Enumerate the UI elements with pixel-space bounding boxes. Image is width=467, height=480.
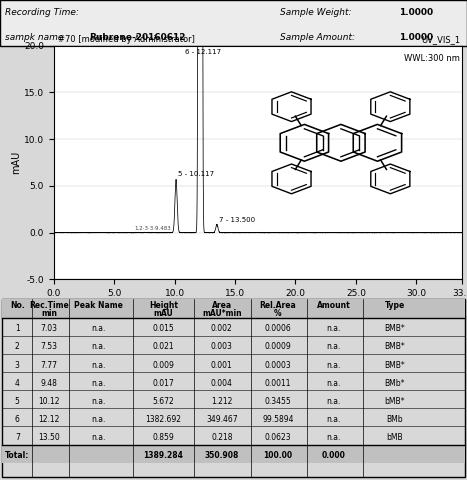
Text: 1382.692: 1382.692 xyxy=(145,415,182,424)
Text: 1389.284: 1389.284 xyxy=(143,451,184,460)
Text: 1.2·3·3·9.483: 1.2·3·3·9.483 xyxy=(134,227,171,231)
Text: 13.50: 13.50 xyxy=(38,433,60,442)
Text: Height: Height xyxy=(149,301,178,310)
Text: %: % xyxy=(274,309,282,318)
Text: 0.218: 0.218 xyxy=(211,433,233,442)
Text: mAU: mAU xyxy=(154,309,173,318)
Text: 7.77: 7.77 xyxy=(41,360,57,370)
Bar xyxy=(2,300,465,318)
Text: Area: Area xyxy=(212,301,232,310)
Text: n.a.: n.a. xyxy=(91,342,105,351)
Text: 0.017: 0.017 xyxy=(153,379,174,388)
Text: 7.53: 7.53 xyxy=(41,342,57,351)
Text: n.a.: n.a. xyxy=(91,433,105,442)
Text: n.a.: n.a. xyxy=(91,397,105,406)
Bar xyxy=(2,444,465,463)
Text: n.a.: n.a. xyxy=(91,379,105,388)
Text: BMB*: BMB* xyxy=(384,342,405,351)
Text: n.a.: n.a. xyxy=(327,415,341,424)
Text: Total:: Total: xyxy=(5,451,29,460)
Text: 1.0000: 1.0000 xyxy=(399,33,433,42)
Text: n.a.: n.a. xyxy=(327,360,341,370)
Text: 4: 4 xyxy=(15,379,20,388)
Text: Rubrene-20160612: Rubrene-20160612 xyxy=(89,33,185,42)
Text: WWL:300 nm: WWL:300 nm xyxy=(404,54,460,63)
Text: 350.908: 350.908 xyxy=(205,451,239,460)
Text: BMb*: BMb* xyxy=(384,379,405,388)
Text: 0.001: 0.001 xyxy=(211,360,233,370)
Text: 10.12: 10.12 xyxy=(38,397,60,406)
Text: mAU*min: mAU*min xyxy=(202,309,241,318)
Text: Rel.Area: Rel.Area xyxy=(260,301,296,310)
Text: 1.0000: 1.0000 xyxy=(399,8,433,17)
Text: 7 - 13.500: 7 - 13.500 xyxy=(219,217,255,223)
Text: 2: 2 xyxy=(15,342,20,351)
Text: 5: 5 xyxy=(15,397,20,406)
Text: Sample Amount:: Sample Amount: xyxy=(280,33,355,42)
Text: 0.021: 0.021 xyxy=(153,342,174,351)
Text: n.a.: n.a. xyxy=(327,433,341,442)
Text: #70 [modified by Administrator]: #70 [modified by Administrator] xyxy=(58,36,195,45)
Text: 0.0623: 0.0623 xyxy=(264,433,291,442)
Text: 6 - 12.117: 6 - 12.117 xyxy=(185,49,222,55)
Text: 7.03: 7.03 xyxy=(41,324,57,333)
Text: 5.672: 5.672 xyxy=(153,397,174,406)
Text: 9.48: 9.48 xyxy=(41,379,57,388)
Text: 12.12: 12.12 xyxy=(38,415,60,424)
Text: 0.004: 0.004 xyxy=(211,379,233,388)
Text: Recording Time:: Recording Time: xyxy=(5,8,78,17)
Text: 349.467: 349.467 xyxy=(206,415,238,424)
Text: Peak Name: Peak Name xyxy=(74,301,122,310)
Text: 0.0006: 0.0006 xyxy=(264,324,291,333)
Text: n.a.: n.a. xyxy=(327,397,341,406)
Text: 0.3455: 0.3455 xyxy=(264,397,291,406)
Text: 5 - 10.117: 5 - 10.117 xyxy=(177,170,214,177)
Text: sampk name: sampk name xyxy=(5,33,63,42)
Text: 0.0003: 0.0003 xyxy=(264,360,291,370)
Text: 0.0009: 0.0009 xyxy=(264,342,291,351)
Text: n.a.: n.a. xyxy=(91,415,105,424)
Text: Sample Weight:: Sample Weight: xyxy=(280,8,352,17)
Text: min: min xyxy=(41,309,57,318)
Text: 0.015: 0.015 xyxy=(153,324,174,333)
Text: n.a.: n.a. xyxy=(327,324,341,333)
Text: 6: 6 xyxy=(15,415,20,424)
Text: BMB*: BMB* xyxy=(384,360,405,370)
Text: Type: Type xyxy=(384,301,405,310)
Text: UV_VIS_1: UV_VIS_1 xyxy=(421,36,460,45)
Text: 1: 1 xyxy=(15,324,20,333)
Text: 0.0011: 0.0011 xyxy=(265,379,291,388)
Text: BMb: BMb xyxy=(386,415,403,424)
Text: bMB*: bMB* xyxy=(384,397,405,406)
Text: No.: No. xyxy=(10,301,25,310)
Text: bMB: bMB xyxy=(386,433,403,442)
Text: n.a.: n.a. xyxy=(91,360,105,370)
Text: 0.003: 0.003 xyxy=(211,342,233,351)
Text: n.a.: n.a. xyxy=(91,324,105,333)
Text: 3: 3 xyxy=(15,360,20,370)
Text: 99.5894: 99.5894 xyxy=(262,415,294,424)
Text: n.a.: n.a. xyxy=(327,342,341,351)
Text: BMB*: BMB* xyxy=(384,324,405,333)
Text: 1.212: 1.212 xyxy=(211,397,233,406)
Text: 0.002: 0.002 xyxy=(211,324,233,333)
Text: n.a.: n.a. xyxy=(327,379,341,388)
Text: Rec.Time: Rec.Time xyxy=(29,301,69,310)
Text: 0.009: 0.009 xyxy=(153,360,174,370)
Text: 7: 7 xyxy=(15,433,20,442)
Text: 0.859: 0.859 xyxy=(153,433,174,442)
Text: Amount: Amount xyxy=(317,301,351,310)
Text: 0.000: 0.000 xyxy=(322,451,346,460)
Text: 100.00: 100.00 xyxy=(263,451,292,460)
Y-axis label: mAU: mAU xyxy=(11,151,21,174)
